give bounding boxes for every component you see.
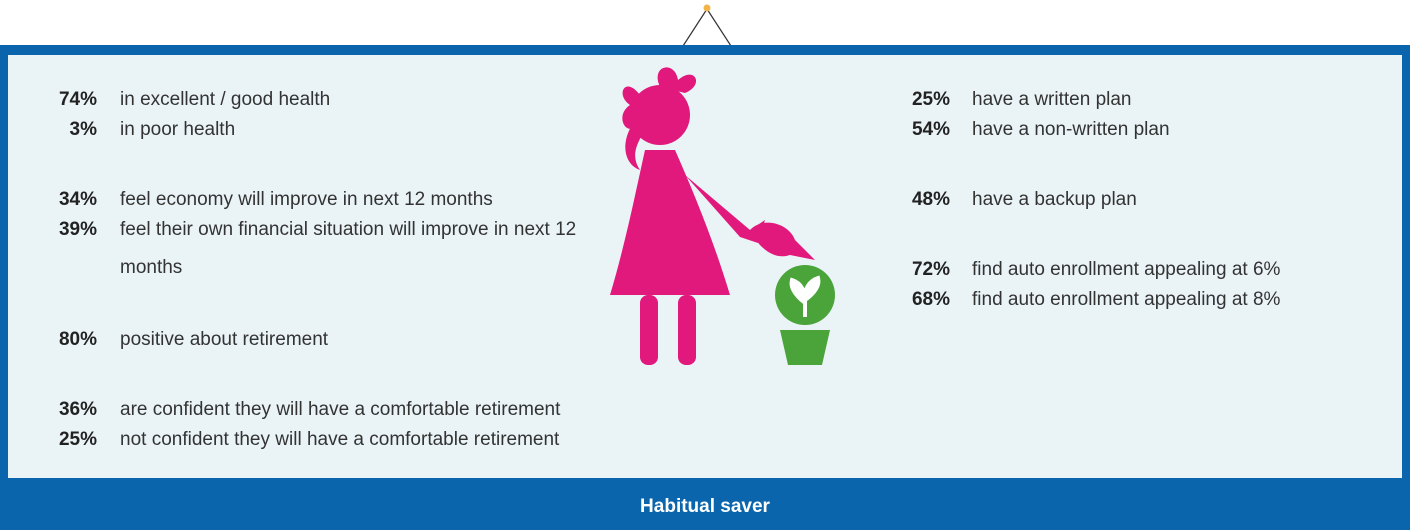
stat-text: positive about retirement xyxy=(120,329,329,350)
nail xyxy=(703,4,711,12)
stat-percent: 3% xyxy=(69,119,97,140)
girl-watering-plant-icon xyxy=(610,67,835,365)
stat-percent: 80% xyxy=(58,329,97,350)
stat-text: have a non-written plan xyxy=(972,119,1170,140)
stat-text: are confident they will have a comfortab… xyxy=(120,399,561,420)
stat-percent: 48% xyxy=(911,189,950,210)
stat-percent: 72% xyxy=(911,259,950,280)
hanger-wire xyxy=(706,8,732,47)
hanger xyxy=(682,4,732,47)
stat-text: find auto enrollment appealing at 8% xyxy=(972,289,1281,310)
stat-text: have a written plan xyxy=(972,89,1132,110)
stat-text: find auto enrollment appealing at 6% xyxy=(972,259,1281,280)
stat-text: have a backup plan xyxy=(972,189,1137,210)
stat-percent: 25% xyxy=(58,429,97,450)
stat-text: feel economy will improve in next 12 mon… xyxy=(120,189,493,210)
stat-text: in excellent / good health xyxy=(120,89,331,110)
stat-percent: 34% xyxy=(58,189,97,210)
hanger-wire xyxy=(682,8,708,47)
footer-title: Habitual saver xyxy=(640,496,770,517)
stat-text: in poor health xyxy=(120,119,236,140)
stat-percent: 36% xyxy=(58,399,97,420)
stat-percent: 54% xyxy=(911,119,950,140)
stat-percent: 25% xyxy=(911,89,950,110)
stat-text: feel their own financial situation will … xyxy=(120,219,577,278)
stat-text: not confident they will have a comfortab… xyxy=(120,429,560,450)
stat-percent: 39% xyxy=(58,219,97,240)
stat-percent: 68% xyxy=(911,289,950,310)
stat-percent: 74% xyxy=(58,89,97,110)
